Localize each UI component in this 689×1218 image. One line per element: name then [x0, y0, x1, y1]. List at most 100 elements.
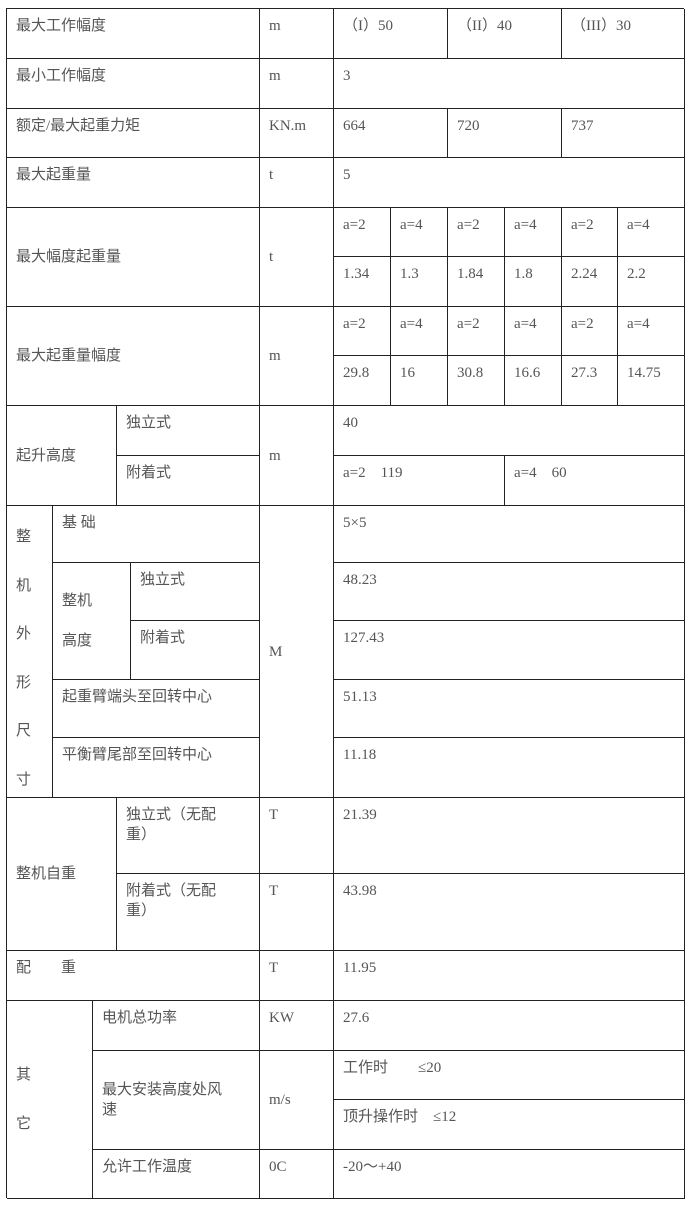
sublabel-cell-text: 附着式（无配 重）	[126, 883, 217, 919]
value-cell: 顶升操作时 ≤12	[334, 1100, 685, 1150]
sublabel-cell: 平衡臂尾部至回转中心	[53, 738, 260, 798]
sublabel-cell-text: 附着式	[126, 465, 172, 481]
sub-header-cell: a=2	[448, 208, 505, 257]
value-cell: -20～+40	[334, 1150, 685, 1199]
value-cell-text: 1.3	[400, 266, 419, 282]
value-cell: （II）40	[448, 9, 562, 59]
sublabel-cell: 最大安装高度处风 速	[93, 1051, 260, 1150]
value-cell-text: 16.6	[514, 365, 541, 381]
sublabel-cell: 附着式	[131, 621, 260, 680]
value-cell-text: 40	[343, 415, 358, 431]
unit-cell: KW	[260, 1001, 334, 1051]
value-cell: 720	[448, 109, 562, 158]
value-cell-text: 29.8	[343, 365, 370, 381]
label-dimensions-char: 机	[16, 577, 32, 594]
sub-header-cell: a=2	[334, 307, 391, 356]
sub-header-cell: a=4	[618, 307, 685, 356]
value-cell: 2.24	[562, 257, 618, 307]
value-cell-text: a=2 119	[343, 465, 403, 481]
sub-header-cell-text: a=2	[343, 316, 366, 332]
label-other: 其它	[7, 1001, 93, 1199]
sublabel-cell: 附着式	[117, 456, 260, 506]
label-lift-height: 起升高度	[7, 406, 117, 506]
value-cell-text: 51.13	[343, 689, 377, 705]
label-max-load-radius-text: 最大起重量幅度	[16, 348, 122, 364]
value-cell: 43.98	[334, 874, 685, 951]
sub-header-cell-text: a=4	[514, 316, 537, 332]
label-dimensions-char: 外	[16, 626, 32, 642]
sub-header-cell-text: a=4	[400, 316, 423, 332]
unit-cell-text: 0C	[269, 1159, 287, 1175]
sublabel-cell-text: 独立式	[140, 572, 186, 588]
unit-cell: 0C	[260, 1150, 334, 1199]
unit-cell-text: KW	[269, 1010, 294, 1026]
label-tip-load-text: 最大幅度起重量	[16, 249, 122, 265]
sub-header-cell-text: a=4	[514, 217, 537, 233]
value-cell-text: 27.6	[343, 1010, 370, 1026]
sublabel-cell-text: 平衡臂尾部至回转中心	[62, 747, 213, 763]
value-cell-text: 14.75	[627, 365, 661, 381]
value-cell: 2.2	[618, 257, 685, 307]
label-max-load: 最大起重量	[7, 158, 260, 208]
unit-cell: m	[260, 9, 334, 59]
sublabel-cell: 独立式	[131, 563, 260, 621]
sub-header-cell: a=4	[391, 307, 448, 356]
sub-header-cell: a=4	[391, 208, 448, 257]
label-self-weight: 整机自重	[7, 798, 117, 951]
value-cell-text: 5×5	[343, 515, 367, 531]
unit-cell: M	[260, 506, 334, 798]
value-cell: 27.3	[562, 356, 618, 406]
label-dimensions-char: 整	[16, 529, 32, 545]
value-cell-text: 720	[457, 118, 480, 134]
label-self-weight-text: 整机自重	[16, 866, 77, 882]
value-cell-text: 顶升操作时 ≤12	[343, 1109, 457, 1125]
label-min-radius: 最小工作幅度	[7, 59, 260, 109]
sublabel-cell: 基 础	[53, 506, 260, 563]
sub-header-cell: a=2	[562, 208, 618, 257]
label-dimensions: 整机外形尺寸	[7, 506, 53, 798]
value-cell: 1.84	[448, 257, 505, 307]
value-cell-text: 1.34	[343, 266, 370, 282]
value-cell-text: 3	[343, 68, 351, 84]
value-cell-text: 21.39	[343, 807, 377, 823]
label-counterweight-text: 配 重	[16, 960, 77, 976]
value-cell-text: 127.43	[343, 630, 385, 646]
value-cell-text: 11.95	[343, 960, 377, 976]
value-cell-text: -20～+40	[343, 1159, 402, 1175]
unit-cell-text: T	[269, 807, 279, 823]
sub-header-cell: a=4	[505, 307, 562, 356]
value-cell-text: 工作时 ≤20	[343, 1060, 442, 1076]
sublabel-cell: 起重臂端头至回转中心	[53, 680, 260, 738]
value-cell: 1.3	[391, 257, 448, 307]
value-cell-text: 737	[571, 118, 594, 134]
sublabel-cell-text: 电机总功率	[102, 1010, 178, 1026]
sublabel-cell-text: 附着式	[140, 630, 186, 646]
sub-header-cell-text: a=4	[400, 217, 423, 233]
sub-header-cell-text: a=2	[457, 316, 480, 332]
unit-cell-text: m	[269, 348, 281, 364]
spec-table: 最大工作幅度 m （I）50 （II）40 （III）30 最小工作幅度 m 3 额定/最大起重…	[6, 8, 685, 1199]
label-max-load-text: 最大起重量	[16, 167, 92, 183]
unit-cell-text: t	[269, 167, 274, 183]
value-cell: 工作时 ≤20	[334, 1051, 685, 1100]
label-moment-text: 额定/最大起重力矩	[16, 118, 141, 134]
sublabel-cell: 独立式（无配 重）	[117, 798, 260, 874]
sublabel-cell-text: 独立式（无配 重）	[126, 807, 217, 843]
value-cell-text: 43.98	[343, 883, 377, 899]
label-dimensions-char: 尺	[16, 723, 32, 739]
value-cell-text: 16	[400, 365, 415, 381]
sub-header-cell: a=4	[618, 208, 685, 257]
label-min-radius-text: 最小工作幅度	[16, 68, 107, 84]
sub-header-cell-text: a=4	[627, 316, 650, 332]
sublabel-cell-text: 允许工作温度	[102, 1159, 193, 1175]
value-cell-text: （I）50	[343, 18, 393, 34]
unit-cell: t	[260, 208, 334, 307]
sub-header-cell: a=2	[562, 307, 618, 356]
sublabel-cell: 电机总功率	[93, 1001, 260, 1051]
label-max-load-radius: 最大起重量幅度	[7, 307, 260, 406]
sub-header-cell-text: a=2	[343, 217, 366, 233]
label-max-radius-text: 最大工作幅度	[16, 18, 107, 34]
value-cell-text: 1.84	[457, 266, 484, 282]
sub-header-cell-text: a=2	[457, 217, 480, 233]
value-cell: 40	[334, 406, 685, 456]
